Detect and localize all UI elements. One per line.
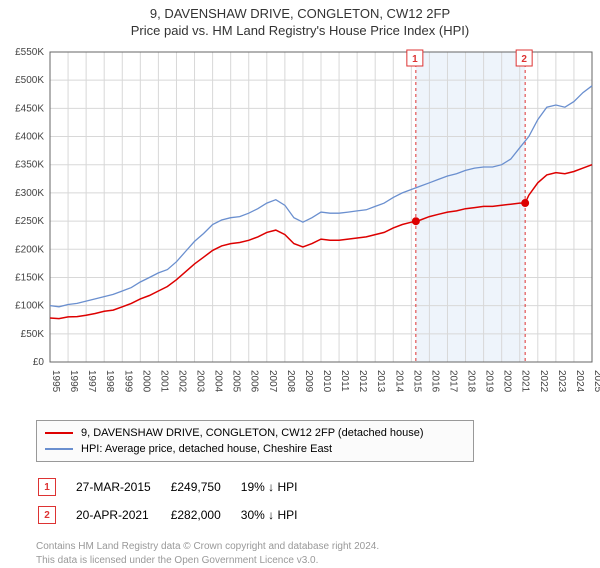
x-tick-label: 2019	[484, 370, 495, 393]
legend-row: HPI: Average price, detached house, Ches…	[45, 441, 465, 457]
y-tick-label: £350K	[15, 160, 44, 171]
x-tick-label: 1996	[68, 370, 79, 393]
marker-label: 1	[412, 54, 418, 65]
marker-id-box: 1	[38, 478, 56, 496]
x-tick-label: 2014	[393, 370, 404, 393]
y-tick-label: £450K	[15, 103, 44, 114]
x-tick-label: 1995	[50, 370, 61, 393]
x-tick-label: 2016	[429, 370, 440, 393]
x-tick-label: 2011	[339, 370, 350, 392]
chart-container: 9, DAVENSHAW DRIVE, CONGLETON, CW12 2FP …	[0, 0, 600, 568]
x-tick-label: 2007	[267, 370, 278, 393]
x-tick-label: 2005	[231, 370, 242, 393]
legend-swatch	[45, 432, 73, 434]
marker-date: 20-APR-2021	[76, 502, 169, 528]
footer: Contains HM Land Registry data © Crown c…	[36, 540, 600, 568]
legend: 9, DAVENSHAW DRIVE, CONGLETON, CW12 2FP …	[36, 420, 474, 462]
shaded-band	[416, 52, 525, 362]
x-tick-label: 1999	[122, 370, 133, 393]
x-tick-label: 2022	[538, 370, 549, 393]
marker-price: £282,000	[171, 502, 239, 528]
marker-table-row: 2 20-APR-2021£282,00030% ↓ HPI	[38, 502, 315, 528]
x-tick-label: 2000	[140, 370, 151, 393]
y-tick-label: £250K	[15, 216, 44, 227]
x-tick-label: 2024	[574, 370, 585, 393]
legend-swatch	[45, 448, 73, 450]
x-tick-label: 2006	[249, 370, 260, 393]
marker-delta: 30% ↓ HPI	[241, 502, 316, 528]
y-tick-label: £550K	[15, 47, 44, 58]
x-tick-label: 2020	[502, 370, 513, 393]
y-tick-label: £0	[33, 357, 45, 368]
x-tick-label: 2009	[303, 370, 314, 393]
marker-id-box: 2	[38, 506, 56, 524]
y-tick-label: £50K	[21, 329, 45, 340]
legend-label: 9, DAVENSHAW DRIVE, CONGLETON, CW12 2FP …	[81, 427, 424, 439]
x-tick-label: 2010	[321, 370, 332, 393]
x-tick-label: 2025	[592, 370, 600, 393]
footer-line-1: Contains HM Land Registry data © Crown c…	[36, 540, 600, 554]
x-tick-label: 2003	[195, 370, 206, 393]
x-tick-label: 2013	[375, 370, 386, 393]
x-tick-label: 2018	[466, 370, 477, 393]
y-tick-label: £100K	[15, 301, 44, 312]
marker-delta: 19% ↓ HPI	[241, 474, 316, 500]
title-main: 9, DAVENSHAW DRIVE, CONGLETON, CW12 2FP	[0, 6, 600, 21]
marker-price: £249,750	[171, 474, 239, 500]
titles: 9, DAVENSHAW DRIVE, CONGLETON, CW12 2FP …	[0, 0, 600, 42]
y-tick-label: £150K	[15, 272, 44, 283]
marker-label: 2	[521, 54, 527, 65]
x-tick-label: 2023	[556, 370, 567, 393]
chart-svg: £0 £50K £100K £150K £200K £250K £300K £350K £400…	[0, 42, 600, 412]
marker-date: 27-MAR-2015	[76, 474, 169, 500]
footer-line-2: This data is licensed under the Open Gov…	[36, 554, 600, 568]
x-tick-label: 1997	[86, 370, 97, 393]
y-tick-label: £500K	[15, 75, 44, 86]
x-tick-label: 2008	[285, 370, 296, 393]
x-tick-label: 2021	[520, 370, 531, 393]
x-tick-label: 2001	[158, 370, 169, 393]
x-tick-label: 2015	[411, 370, 422, 393]
x-tick-label: 2002	[176, 370, 187, 393]
x-tick-label: 2012	[357, 370, 368, 393]
y-tick-label: £400K	[15, 132, 44, 143]
x-tick-label: 2004	[213, 370, 224, 393]
legend-row: 9, DAVENSHAW DRIVE, CONGLETON, CW12 2FP …	[45, 425, 465, 441]
marker-table-row: 1 27-MAR-2015£249,75019% ↓ HPI	[38, 474, 315, 500]
y-tick-label: £200K	[15, 244, 44, 255]
legend-label: HPI: Average price, detached house, Ches…	[81, 443, 332, 455]
title-sub: Price paid vs. HM Land Registry's House …	[0, 23, 600, 38]
chart: £0 £50K £100K £150K £200K £250K £300K £350K £400…	[0, 42, 600, 412]
x-tick-label: 2017	[447, 370, 458, 393]
x-tick-label: 1998	[104, 370, 115, 393]
marker-table: 1 27-MAR-2015£249,75019% ↓ HPI 2 20-APR-202…	[36, 472, 317, 530]
y-tick-label: £300K	[15, 188, 44, 199]
